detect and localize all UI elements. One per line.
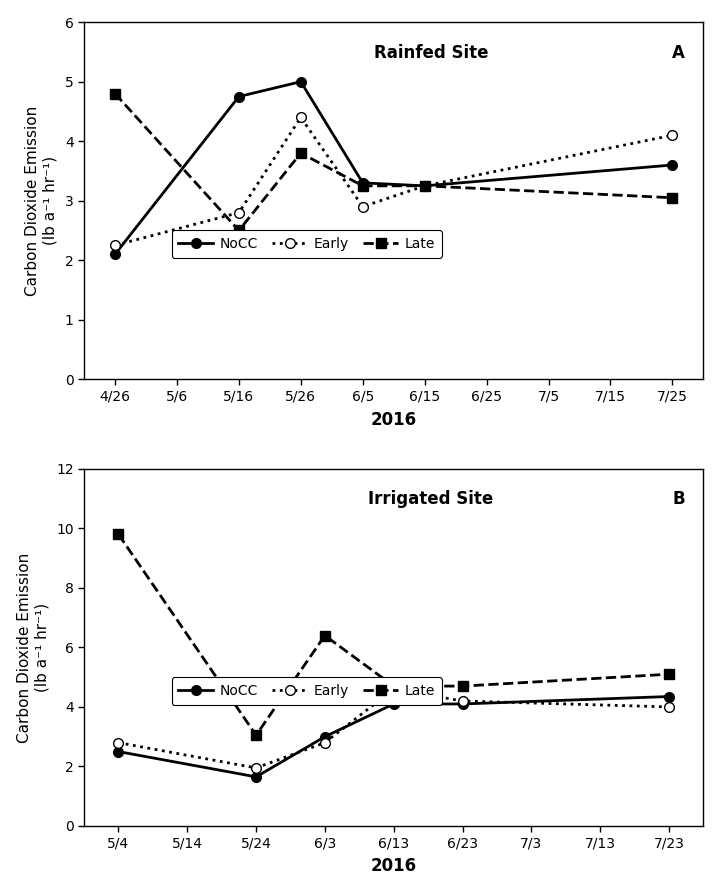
NoCC <box>320 731 329 742</box>
NoCC <box>111 249 120 260</box>
NoCC <box>665 691 673 702</box>
Line: Early: Early <box>110 112 678 251</box>
Late <box>114 529 123 540</box>
Line: NoCC: NoCC <box>114 691 674 781</box>
Late <box>420 180 429 191</box>
Late <box>458 681 467 691</box>
Text: A: A <box>672 44 685 62</box>
NoCC <box>359 178 367 188</box>
Early <box>668 130 677 141</box>
Line: NoCC: NoCC <box>110 77 678 260</box>
Early <box>297 112 305 123</box>
Text: Rainfed Site: Rainfed Site <box>374 44 488 62</box>
Late <box>252 730 261 740</box>
NoCC <box>297 77 305 87</box>
X-axis label: 2016: 2016 <box>371 857 417 875</box>
NoCC <box>668 160 677 170</box>
Early <box>111 240 120 251</box>
Legend: NoCC, Early, Late: NoCC, Early, Late <box>171 677 442 705</box>
NoCC <box>390 698 398 709</box>
Early <box>420 180 429 191</box>
Late <box>359 180 367 191</box>
Early <box>320 738 329 748</box>
Early <box>235 207 243 218</box>
NoCC <box>420 180 429 191</box>
Early <box>458 696 467 706</box>
Text: B: B <box>672 491 685 508</box>
NoCC <box>114 747 123 757</box>
NoCC <box>458 698 467 709</box>
Late <box>668 193 677 203</box>
Late <box>665 669 673 680</box>
Y-axis label: Carbon Dioxide Emission
(lb a⁻¹ hr⁻¹): Carbon Dioxide Emission (lb a⁻¹ hr⁻¹) <box>25 105 58 296</box>
Line: Late: Late <box>110 88 678 235</box>
Y-axis label: Carbon Dioxide Emission
(lb a⁻¹ hr⁻¹): Carbon Dioxide Emission (lb a⁻¹ hr⁻¹) <box>17 552 49 742</box>
X-axis label: 2016: 2016 <box>371 410 417 429</box>
Early <box>390 684 398 695</box>
Late <box>235 225 243 235</box>
Late <box>320 630 329 640</box>
Late <box>390 681 398 691</box>
Early <box>252 763 261 773</box>
NoCC <box>235 91 243 102</box>
Early <box>114 738 123 748</box>
Text: Irrigated Site: Irrigated Site <box>368 491 493 508</box>
Legend: NoCC, Early, Late: NoCC, Early, Late <box>171 230 442 258</box>
Late <box>111 88 120 99</box>
NoCC <box>252 772 261 782</box>
Late <box>297 148 305 159</box>
Early <box>665 702 673 713</box>
Early <box>359 202 367 212</box>
Line: Late: Late <box>114 530 674 740</box>
Line: Early: Early <box>114 684 674 772</box>
